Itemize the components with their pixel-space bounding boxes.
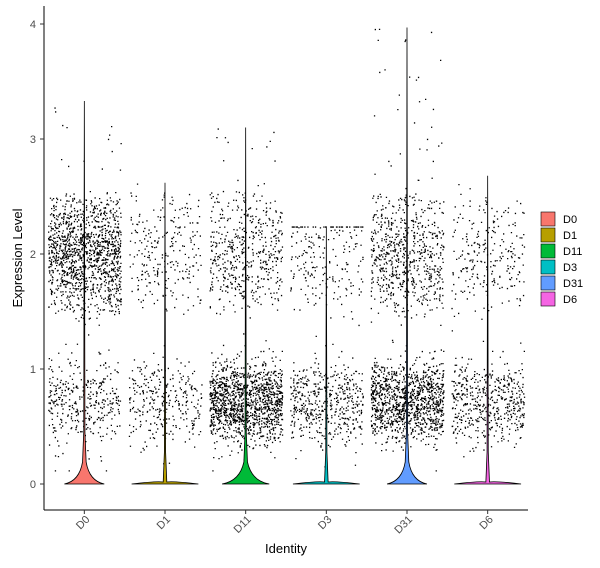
violin-D0: [64, 101, 105, 485]
x-axis-ticks: D0 D1 D11 D3 D31 D6: [74, 510, 496, 536]
x-tick-label: D3: [316, 514, 334, 532]
x-tick-label: D11: [232, 514, 254, 536]
legend-label: D1: [563, 230, 577, 242]
y-tick-label: 4: [30, 19, 36, 31]
legend-key-D3: [540, 259, 556, 275]
jitter-points: [48, 28, 526, 472]
legend-key-D11: [540, 243, 556, 259]
points-D3: [290, 226, 364, 468]
legend-label: D0: [563, 214, 577, 226]
legend: D0 D1 D11 D3 D31 D6: [540, 211, 583, 307]
y-axis-ticks: 0 1 2 3 4: [30, 19, 44, 491]
legend-label: D31: [563, 278, 583, 290]
legend-label: D11: [563, 246, 582, 258]
violins: [64, 27, 522, 485]
y-tick-label: 3: [30, 134, 36, 146]
y-tick-label: 2: [30, 249, 36, 261]
violin-D31: [386, 27, 428, 485]
violin-D1: [131, 182, 199, 485]
legend-key-D31: [540, 275, 556, 291]
legend-label: D6: [563, 294, 577, 306]
violin-D11: [222, 127, 270, 485]
points-D31: [370, 28, 445, 472]
y-tick-label: 1: [30, 364, 36, 376]
legend-key-D1: [540, 227, 556, 243]
x-tick-label: D0: [74, 514, 92, 532]
x-tick-label: D6: [477, 514, 495, 532]
points-D6: [451, 184, 526, 458]
violin-D3: [292, 226, 360, 485]
x-tick-label: D1: [155, 514, 173, 532]
y-tick-label: 0: [30, 479, 36, 491]
violin-D6: [454, 175, 522, 485]
legend-key-D6: [540, 291, 556, 307]
points-D11: [209, 128, 284, 472]
x-axis-title: Identity: [265, 541, 307, 556]
legend-label: D3: [563, 262, 577, 274]
x-tick-label: D31: [392, 514, 415, 537]
y-axis-title: Expression Level: [10, 208, 25, 307]
legend-key-D0: [540, 211, 556, 227]
